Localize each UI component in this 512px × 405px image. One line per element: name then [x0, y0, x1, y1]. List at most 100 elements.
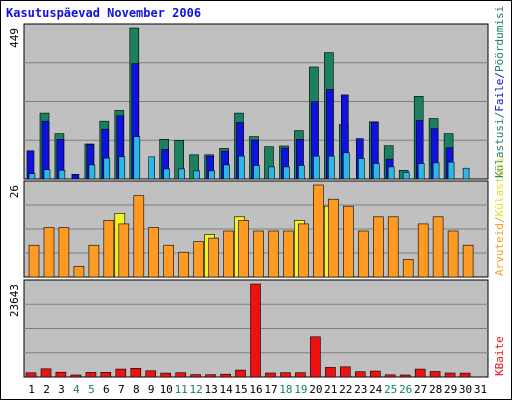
x-tick-label: 1 — [28, 383, 35, 396]
bar-mid-arvuteid-5 — [88, 244, 100, 278]
bar-bottom-kbaite-5 — [85, 372, 97, 378]
bar-top-p-rdumisi-3 — [58, 170, 66, 180]
bar-mid-arvuteid-2 — [43, 227, 55, 278]
bar-bottom-kbaite-16 — [250, 283, 261, 378]
legend-top-part: Faile — [493, 79, 506, 112]
bar-bottom-kbaite-11 — [175, 372, 186, 378]
x-tick-label: 29 — [444, 383, 457, 396]
bar-bottom-kbaite-9 — [145, 370, 156, 378]
bar-bottom-kbaite-27 — [414, 368, 426, 378]
bar-mid-arvuteid-14 — [223, 230, 234, 278]
bar-bottom-kbaite-18 — [280, 372, 291, 378]
bar-mid-arvuteid-12 — [193, 241, 204, 278]
bar-mid-arvuteid-19 — [298, 223, 309, 278]
legend-top-part: / — [493, 112, 506, 119]
panel-top-max-label: 449 — [8, 28, 21, 48]
bar-mid-arvuteid-4 — [73, 266, 85, 278]
bar-mid-arvuteid-16 — [253, 230, 264, 278]
bar-bottom-kbaite-3 — [55, 371, 67, 378]
bar-bottom-kbaite-6 — [100, 371, 112, 378]
bar-top-p-rdumisi-27 — [417, 163, 425, 180]
bar-top-p-rdumisi-13 — [208, 170, 215, 180]
bar-bottom-kbaite-28 — [429, 371, 441, 378]
x-tick-label: 28 — [429, 383, 442, 396]
bar-bottom-kbaite-19 — [295, 372, 306, 378]
bar-top-p-rdumisi-30 — [462, 167, 470, 180]
bar-bottom-kbaite-30 — [459, 372, 471, 378]
bar-mid-arvuteid-23 — [357, 230, 369, 278]
x-tick-label: 22 — [339, 383, 352, 396]
bar-bottom-kbaite-26 — [399, 374, 411, 378]
x-tick-label: 24 — [369, 383, 383, 396]
bar-bottom-kbaite-1 — [25, 372, 37, 378]
bar-bottom-kbaite-4 — [70, 374, 82, 378]
panel-bottom-max-label: 23643 — [8, 284, 21, 317]
x-tick-label: 30 — [459, 383, 472, 396]
x-axis: 1 2 3 4 5 6 7 8 9 10 11 12 13 14 15 16 17 18 19 20 21 22 23 24 2… — [28, 383, 487, 396]
bar-top-p-rdumisi-26 — [402, 172, 410, 180]
bar-mid-arvuteid-1 — [28, 244, 40, 278]
x-tick-label: 20 — [309, 383, 322, 396]
bar-top-p-rdumisi-15 — [238, 155, 245, 180]
bar-mid-arvuteid-24 — [372, 216, 384, 278]
bar-bottom-kbaite-25 — [384, 374, 396, 378]
x-tick-label: 4 — [73, 383, 80, 396]
bar-mid-arvuteid-20 — [313, 184, 324, 278]
x-tick-label: 21 — [324, 383, 337, 396]
x-tick-label: 5 — [88, 383, 95, 396]
bar-top-p-rdumisi-12 — [193, 170, 200, 180]
bar-mid-arvuteid-21 — [328, 198, 339, 278]
x-tick-label: 16 — [249, 383, 262, 396]
chart-title: Kasutuspäevad November 2006 — [6, 6, 201, 20]
bar-bottom-kbaite-14 — [220, 373, 231, 378]
bar-bottom-kbaite-8 — [130, 367, 142, 378]
bar-bottom-kbaite-7 — [115, 368, 127, 378]
x-tick-label: 7 — [118, 383, 125, 396]
bar-top-p-rdumisi-18 — [283, 166, 290, 180]
bar-mid-arvuteid-10 — [163, 244, 174, 278]
panel-mid: 26 — [8, 180, 489, 278]
bar-bottom-kbaite-12 — [190, 374, 201, 378]
bar-top-p-rdumisi-19 — [298, 165, 305, 180]
panels: 449 26 23643 — [8, 23, 489, 378]
legend-mid-part: / — [493, 216, 506, 223]
bar-mid-arvuteid-27 — [417, 223, 429, 278]
legend-mid-part: Arvuteid — [493, 223, 506, 276]
bar-mid-arvuteid-26 — [402, 258, 414, 278]
bar-bottom-kbaite-23 — [354, 371, 366, 378]
bar-top-p-rdumisi-2 — [43, 169, 51, 180]
bar-mid-arvuteid-7 — [118, 223, 130, 278]
bar-top-p-rdumisi-17 — [268, 166, 275, 180]
x-tick-label: 25 — [384, 383, 397, 396]
bar-mid-arvuteid-18 — [283, 230, 294, 278]
bar-mid-arvuteid-29 — [447, 230, 459, 278]
x-tick-label: 18 — [279, 383, 292, 396]
x-tick-label: 12 — [189, 383, 202, 396]
bar-top-faile-4 — [71, 174, 80, 180]
bar-mid-arvuteid-17 — [268, 230, 279, 278]
x-tick-label: 8 — [133, 383, 140, 396]
bar-mid-arvuteid-15 — [238, 220, 249, 278]
right-legend: Külastusi/Faile/PöördumisiArvuteid/Külas… — [493, 6, 506, 376]
bar-top-p-rdumisi-22 — [342, 152, 350, 180]
bar-bottom-kbaite-29 — [444, 372, 456, 378]
bar-bottom-kbaite-2 — [40, 368, 52, 378]
x-tick-label: 3 — [58, 383, 65, 396]
x-tick-label: 6 — [103, 383, 110, 396]
bar-bottom-kbaite-21 — [325, 367, 336, 378]
x-tick-label: 27 — [414, 383, 427, 396]
x-tick-label: 26 — [399, 383, 412, 396]
x-tick-label: 13 — [204, 383, 217, 396]
bar-top-p-rdumisi-6 — [103, 157, 111, 180]
bar-top-p-rdumisi-7 — [118, 156, 126, 180]
bar-top-p-rdumisi-1 — [28, 173, 36, 180]
bar-mid-arvuteid-25 — [387, 216, 399, 278]
x-tick-label: 2 — [43, 383, 50, 396]
legend-top-part: Külastusi — [493, 118, 506, 178]
bar-bottom-kbaite-24 — [369, 370, 381, 378]
x-tick-label: 17 — [264, 383, 277, 396]
bar-bottom-kbaite-20 — [310, 336, 321, 378]
bar-mid-arvuteid-9 — [148, 227, 159, 278]
